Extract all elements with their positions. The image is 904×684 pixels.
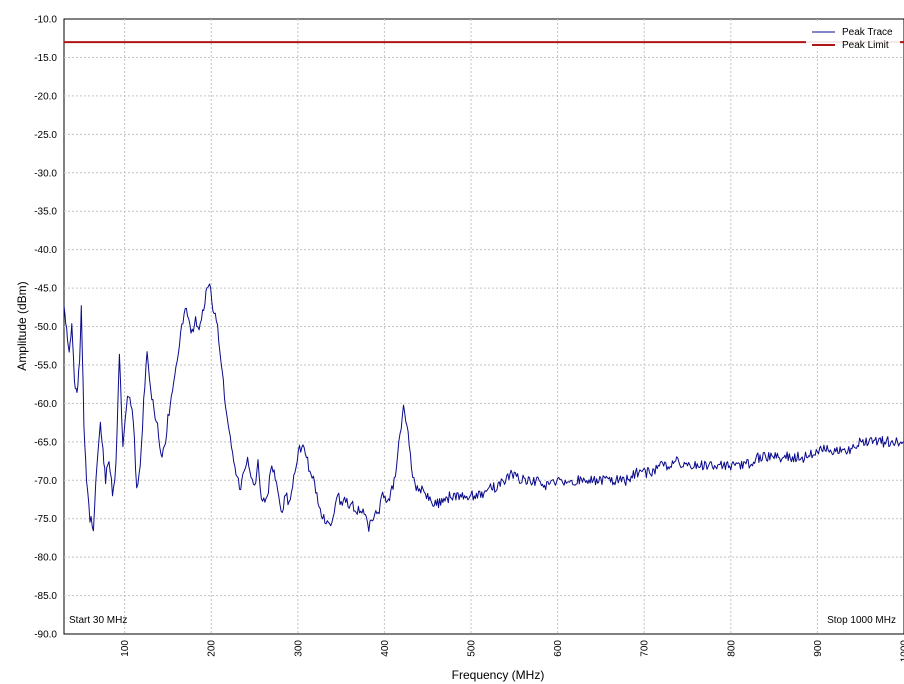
series-line-peak-trace bbox=[63, 283, 904, 532]
y-tick-label: -60.0 bbox=[34, 399, 57, 410]
y-tick-label: -85.0 bbox=[34, 591, 57, 602]
y-tick-label: -45.0 bbox=[34, 284, 57, 295]
x-tick-label: 600 bbox=[553, 640, 564, 657]
legend: Peak Trace Peak Limit bbox=[806, 22, 900, 51]
y-tick-label: -80.0 bbox=[34, 553, 57, 564]
x-axis-title: Frequency (MHz) bbox=[452, 668, 545, 682]
y-tick-label: -65.0 bbox=[34, 437, 57, 448]
x-tick-label: 700 bbox=[640, 640, 651, 657]
y-tick-label: -50.0 bbox=[34, 322, 57, 333]
grid-lines bbox=[64, 19, 904, 634]
legend-label-peak-trace: Peak Trace bbox=[842, 27, 893, 38]
start-frequency-label: Start 30 MHz bbox=[69, 615, 127, 626]
y-tick-label: -70.0 bbox=[34, 476, 57, 487]
y-tick-label: -25.0 bbox=[34, 130, 57, 141]
trace-layer bbox=[63, 283, 904, 532]
x-tick-label: 1000 bbox=[900, 640, 904, 663]
y-axis-title: Amplitude (dBm) bbox=[15, 281, 29, 370]
stop-frequency-label: Stop 1000 MHz bbox=[827, 615, 896, 626]
y-tick-label: -20.0 bbox=[34, 91, 57, 102]
x-tick-label: 900 bbox=[813, 640, 824, 657]
y-tick-label: -75.0 bbox=[34, 514, 57, 525]
x-tick-label: 800 bbox=[726, 640, 737, 657]
y-tick-label: -10.0 bbox=[34, 15, 57, 26]
y-tick-label: -90.0 bbox=[34, 630, 57, 641]
x-tick-label: 500 bbox=[467, 640, 478, 657]
y-tick-label: -15.0 bbox=[34, 53, 57, 64]
y-tick-label: -40.0 bbox=[34, 245, 57, 256]
x-tick-label: 200 bbox=[207, 640, 218, 657]
x-tick-label: 100 bbox=[120, 640, 131, 657]
y-tick-label: -35.0 bbox=[34, 207, 57, 218]
y-tick-label: -30.0 bbox=[34, 168, 57, 179]
legend-label-peak-limit: Peak Limit bbox=[842, 40, 889, 51]
x-tick-labels: 100 200 300 400 500 600 700 800 900 1000 bbox=[120, 640, 904, 663]
y-tick-labels: -10.0 -15.0 -20.0 -25.0 -30.0 -35.0 -40.0 -45.0… bbox=[34, 15, 57, 641]
x-tick-label: 300 bbox=[293, 640, 304, 657]
x-tick-label: 400 bbox=[380, 640, 391, 657]
y-tick-label: -55.0 bbox=[34, 360, 57, 371]
